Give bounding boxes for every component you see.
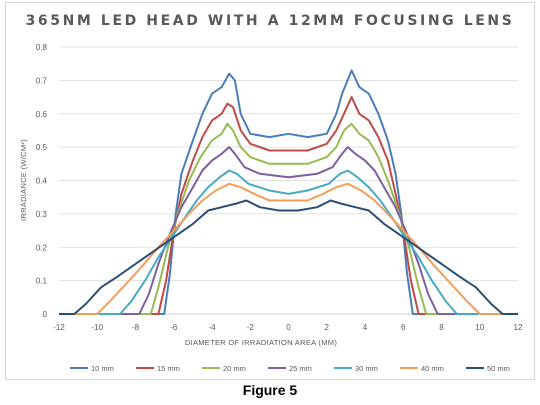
- x-tick-label: -10: [91, 323, 103, 332]
- x-tick-labels: -12 -10 -8 -6 -4 -2 0 2 4 6 8 10 12: [53, 323, 523, 332]
- legend-label: 15 mm: [157, 364, 180, 373]
- legend-label: 50 mm: [487, 364, 510, 373]
- x-tick-label: 10: [475, 323, 484, 332]
- legend-label: 30 mm: [355, 364, 378, 373]
- y-tick-label: 0: [43, 310, 48, 319]
- x-tick-label: -12: [53, 323, 65, 332]
- x-tick-label: 2: [325, 323, 330, 332]
- series-line-50mm: [59, 199, 518, 315]
- series-line-30mm: [59, 169, 518, 315]
- y-tick-label: 0.6: [36, 110, 48, 119]
- series-lines: [59, 69, 518, 315]
- legend-label: 20 mm: [223, 364, 246, 373]
- legend-item: 50 mm: [466, 364, 510, 373]
- legend-item: 20 mm: [202, 364, 246, 373]
- legend-label: 25 mm: [289, 364, 312, 373]
- line-chart: 0 0.1 0.2 0.3 0.4 0.5 0.6 0.7 0.8 -12 -10 -8 -6 -4 -2…: [19, 43, 523, 373]
- series-line-20mm: [59, 122, 518, 315]
- series-line-25mm: [59, 146, 518, 315]
- x-tick-label: -6: [170, 323, 178, 332]
- figure-caption: Figure 5: [242, 382, 298, 398]
- series-line-15mm: [59, 96, 518, 315]
- series-line-40mm: [59, 182, 518, 315]
- x-tick-label: -2: [247, 323, 255, 332]
- y-tick-label: 0.3: [36, 210, 48, 219]
- chart-title: 365NM LED HEAD WITH A 12MM FOCUSING LENS: [25, 13, 515, 29]
- y-tick-label: 0.1: [36, 277, 48, 286]
- legend-label: 40 mm: [421, 364, 444, 373]
- x-tick-label: -8: [132, 323, 140, 332]
- y-tick-labels: 0 0.1 0.2 0.3 0.4 0.5 0.6 0.7 0.8: [36, 43, 48, 319]
- x-tick-label: 12: [514, 323, 523, 332]
- x-axis-label: DIAMETER OF IRRADIATION AREA (MM): [185, 338, 337, 347]
- y-axis-label: IRRADIANCE (W/CM²): [19, 139, 28, 221]
- legend-item: 25 mm: [268, 364, 312, 373]
- y-tick-label: 0.2: [36, 243, 48, 252]
- x-tick-label: -4: [208, 323, 216, 332]
- x-tick-label: 4: [363, 323, 368, 332]
- y-tick-label: 0.4: [36, 177, 48, 186]
- legend-item: 30 mm: [334, 364, 378, 373]
- x-tick-label: 8: [439, 323, 444, 332]
- legend-item: 40 mm: [400, 364, 444, 373]
- legend-item: 10 mm: [70, 364, 114, 373]
- x-tick-label: 0: [286, 323, 291, 332]
- x-tick-label: 6: [401, 323, 406, 332]
- y-tick-label: 0.8: [36, 43, 48, 52]
- legend-label: 10 mm: [91, 364, 114, 373]
- gridlines: [59, 46, 518, 315]
- y-tick-label: 0.5: [36, 143, 48, 152]
- legend: 10 mm 15 mm 20 mm 25 mm 30 mm 40 mm 50 mm: [70, 364, 510, 373]
- series-line-10mm: [59, 69, 518, 315]
- y-tick-label: 0.7: [36, 76, 48, 85]
- legend-item: 15 mm: [136, 364, 180, 373]
